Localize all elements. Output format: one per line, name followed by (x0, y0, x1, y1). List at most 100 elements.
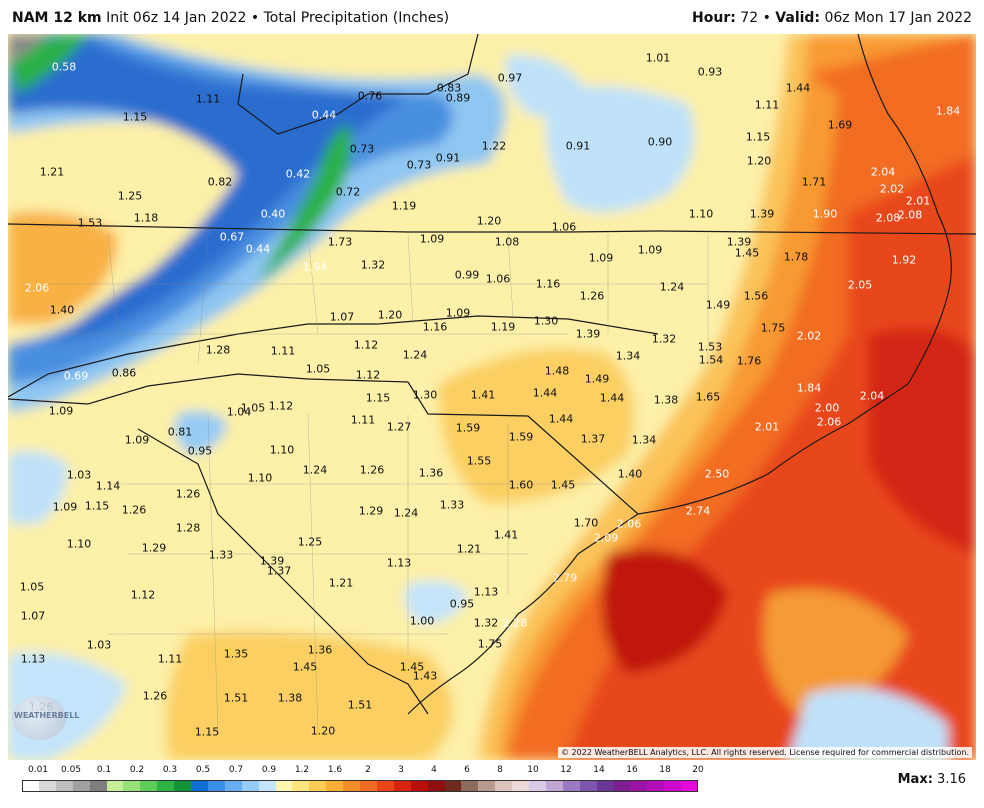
legend-swatch (681, 780, 699, 792)
map-value-label: 2.09 (593, 531, 619, 545)
map-value-label: 1.15 (84, 499, 110, 513)
map-value-label: 1.12 (268, 399, 294, 413)
legend-tick-label: 16 (626, 765, 638, 775)
legend-swatch (258, 780, 276, 792)
map-value-label: 2.08 (897, 208, 923, 222)
map-value-label: 0.97 (497, 71, 523, 85)
map-value-label: 0.86 (111, 366, 137, 380)
legend-swatch (224, 780, 243, 792)
map-value-label: 1.70 (573, 516, 599, 530)
map-value-label: 1.11 (270, 344, 296, 358)
legend-swatch (140, 780, 158, 792)
legend-colorbar: 0.01 0.05 0.1 0.2 0.3 0.5 0.7 0.9 1.2 1.6 2 3 4 6 8 10 1… (22, 762, 704, 804)
legend-swatch (72, 780, 91, 792)
bullet-2: • (762, 10, 771, 26)
map-value-label: 1.92 (891, 253, 917, 267)
valid-value: 06z Mon 17 Jan 2022 (824, 10, 972, 26)
map-value-label: 1.26 (579, 289, 605, 303)
map-value-label: 1.29 (141, 541, 167, 555)
map-value-label: 1.28 (175, 521, 201, 535)
legend-swatch (89, 780, 107, 792)
map-value-label: 1.34 (631, 433, 657, 447)
map-value-label: 1.44 (785, 81, 811, 95)
legend-swatch (207, 780, 226, 792)
map-value-label: 1.24 (402, 348, 428, 362)
map-value-label: 1.19 (391, 199, 417, 213)
map-value-label: 1.11 (350, 413, 376, 427)
map-value-label: 0.76 (357, 89, 383, 103)
map-value-label: 1.45 (734, 246, 760, 260)
map-value-label: 1.26 (175, 487, 201, 501)
map-value-label: 1.90 (812, 207, 838, 221)
map-value-label: 1.20 (476, 214, 502, 228)
map-value-label: 1.09 (419, 232, 445, 246)
map-value-label: 1.32 (360, 258, 386, 272)
legend-tick-label: 10 (527, 765, 539, 775)
map-value-label: 1.00 (409, 614, 435, 628)
map-value-label: 1.39 (726, 235, 752, 249)
map-value-label: 1.32 (473, 616, 499, 630)
map-value-label: 0.91 (565, 139, 591, 153)
legend-tick-label: 4 (431, 765, 437, 775)
legend-tick-label: 0.1 (96, 765, 112, 775)
map-value-label: 1.33 (439, 498, 465, 512)
map-value-label: 1.60 (508, 478, 534, 492)
legend-swatch (613, 780, 631, 792)
map-value-label: 1.36 (418, 466, 444, 480)
header-left: NAM 12 km Init 06z 14 Jan 2022 • Total P… (12, 10, 449, 26)
map-value-label: 1.94 (302, 260, 328, 274)
map-value-label: 1.53 (697, 340, 723, 354)
map-value-label: 1.15 (194, 725, 220, 739)
legend-swatch (478, 780, 496, 792)
map-value-label: 2.02 (879, 182, 905, 196)
map-value-label: 2.00 (814, 401, 840, 415)
map-value-label: 2.28 (502, 616, 528, 630)
map-value-label: 0.90 (647, 135, 673, 149)
legend-swatch (55, 780, 74, 792)
map-value-label: 0.67 (219, 230, 245, 244)
map-value-label: 1.09 (445, 306, 471, 320)
header: NAM 12 km Init 06z 14 Jan 2022 • Total P… (0, 0, 984, 34)
legend-frame (22, 780, 698, 792)
map-value-label: 1.20 (377, 308, 403, 322)
map-value-label: 0.83 (436, 81, 462, 95)
legend-swatch (664, 780, 682, 792)
legend-swatch (529, 780, 547, 792)
map-value-label: 1.21 (39, 165, 65, 179)
legend-swatch (512, 780, 530, 792)
map-value-label: 1.03 (66, 468, 92, 482)
map-value-label: 0.72 (335, 185, 361, 199)
map-value-label: 0.95 (187, 444, 213, 458)
legend-swatch (545, 780, 564, 792)
map-value-label: 1.26 (121, 503, 147, 517)
map-value-label: 1.53 (77, 216, 103, 230)
legend-swatch (275, 780, 293, 792)
map-value-label: 1.30 (533, 314, 559, 328)
map-value-label: 1.75 (477, 637, 503, 651)
legend-swatch (106, 780, 124, 792)
legend-tick-label: 20 (692, 765, 704, 775)
map-value-label: 0.69 (63, 369, 89, 383)
map-value-label: 1.41 (470, 388, 496, 402)
map-value-label: 2.01 (754, 420, 780, 434)
map-value-label: 2.04 (859, 389, 885, 403)
legend-swatch (22, 780, 40, 792)
legend-tick-label: 8 (497, 765, 503, 775)
legend-swatch (343, 780, 361, 792)
map-value-label: 1.06 (551, 220, 577, 234)
legend-swatch (38, 780, 57, 792)
legend-swatch (123, 780, 141, 792)
map-value-label: 1.32 (651, 332, 677, 346)
legend-swatch (596, 780, 614, 792)
map-value-label: 1.84 (796, 381, 822, 395)
map-value-label: 0.44 (311, 108, 337, 122)
precip-map[interactable]: 0.58 1.11 1.15 0.44 0.76 0.83 0.89 0.97 1.01 0.93… (8, 34, 976, 760)
legend-swatch (410, 780, 429, 792)
map-value-label: 1.44 (532, 386, 558, 400)
map-value-label: 1.29 (358, 504, 384, 518)
map-value-label: 1.26 (359, 463, 385, 477)
max-readout: Max: 3.16 (898, 772, 966, 787)
map-value-label: 1.39 (575, 327, 601, 341)
legend-tick-label: 14 (593, 765, 605, 775)
map-value-label: 1.05 (19, 580, 45, 594)
